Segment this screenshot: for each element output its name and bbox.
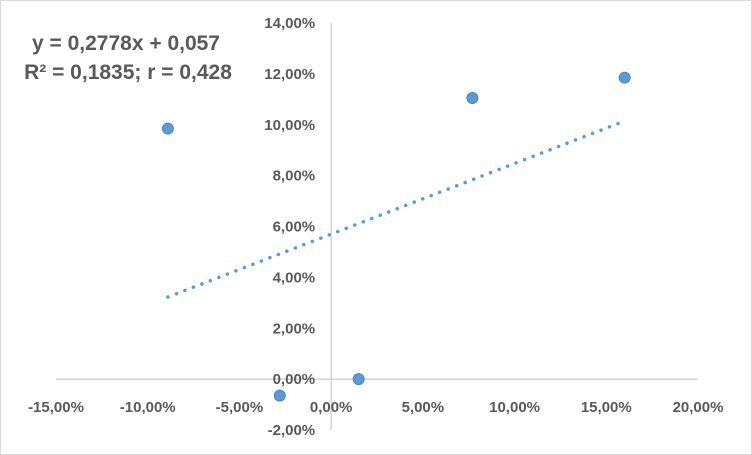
data-point-2 (273, 389, 286, 402)
data-point-1 (161, 122, 174, 135)
y-tick-label: 12,00% (264, 66, 315, 83)
y-tick-label: 8,00% (273, 168, 316, 185)
x-tick-label: -10,00% (120, 399, 176, 416)
trendline (166, 119, 627, 299)
y-tick-label: 0,00% (273, 371, 316, 388)
y-tick-label: 14,00% (264, 15, 315, 32)
x-tick-label: 0,00% (310, 399, 353, 416)
y-tick-label: 2,00% (273, 320, 316, 337)
data-point-5 (618, 71, 631, 84)
y-tick-label: 10,00% (264, 117, 315, 134)
x-tick-label: -5,00% (216, 399, 264, 416)
trendline-equation: y = 0,2778x + 0,057 (32, 32, 220, 55)
y-tick-label: -2,00% (268, 422, 316, 439)
x-tick-label: 20,00% (673, 399, 724, 416)
x-tick-label: 5,00% (402, 399, 445, 416)
data-point-4 (466, 92, 479, 105)
x-tick-label: -15,00% (28, 399, 84, 416)
x-tick-label: 10,00% (489, 399, 540, 416)
y-tick-label: 4,00% (273, 269, 316, 286)
trendline-statistics: R² = 0,1835; r = 0,428 (24, 61, 232, 84)
data-point-3 (352, 373, 365, 386)
x-tick-label: 15,00% (581, 399, 632, 416)
y-tick-label: 6,00% (273, 219, 316, 236)
